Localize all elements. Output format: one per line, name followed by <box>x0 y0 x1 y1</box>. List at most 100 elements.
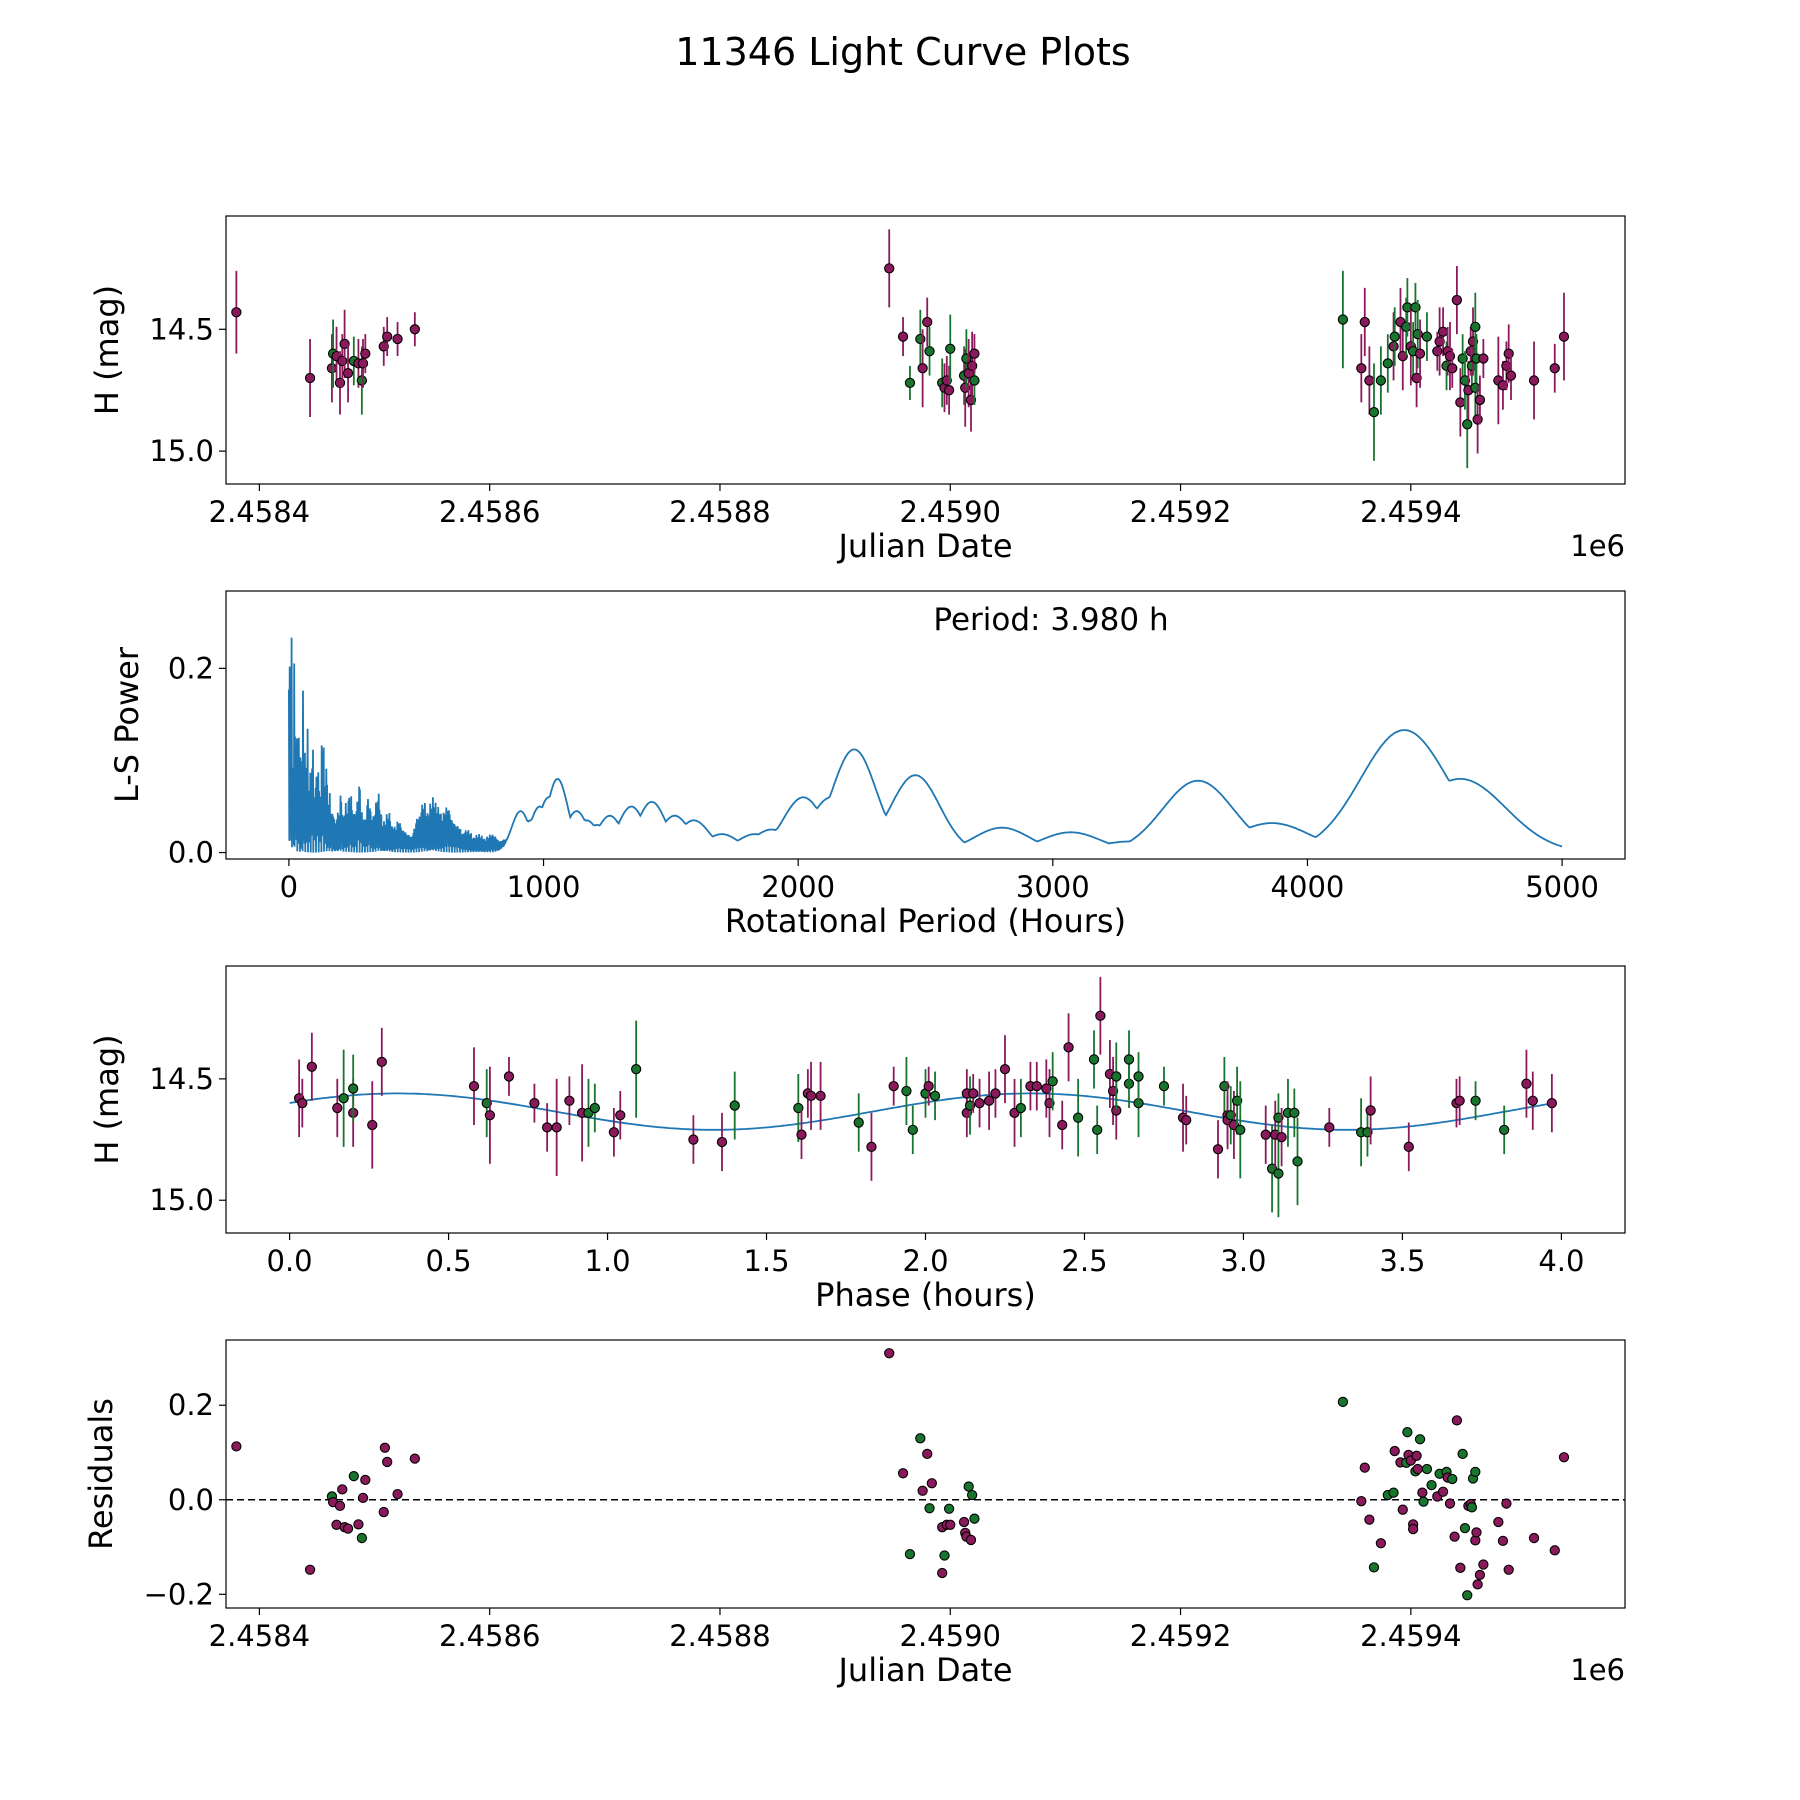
x-tick-label: 2.4592 <box>1130 1619 1231 1653</box>
data-point <box>1047 1076 1058 1087</box>
x-tick-label: 2.4584 <box>209 495 310 529</box>
periodogram-data <box>288 637 1563 853</box>
data-point <box>356 1532 368 1544</box>
data-point <box>1421 331 1433 342</box>
data-point <box>1470 321 1481 333</box>
x-axis-label: Phase (hours) <box>815 1276 1036 1314</box>
x-tick-label: 2.4588 <box>669 1619 770 1653</box>
x-tick-label: 4.0 <box>1538 1244 1584 1278</box>
data-point <box>231 1441 242 1452</box>
data-point <box>608 1127 620 1138</box>
data-point <box>332 1102 343 1114</box>
residuals-frame <box>225 1339 1626 1609</box>
data-point <box>968 1088 979 1099</box>
data-point <box>688 1134 699 1145</box>
x-tick-label: 3.0 <box>1220 1244 1266 1278</box>
x-tick-label: 2.4590 <box>900 1619 1001 1653</box>
data-point <box>990 1088 1001 1099</box>
data-point <box>376 1056 387 1068</box>
data-point <box>1558 1452 1570 1463</box>
y-tick-label: 15.0 <box>149 434 214 468</box>
data-point <box>1388 341 1399 352</box>
data-point <box>348 1083 359 1094</box>
data-point <box>1414 1434 1426 1445</box>
x-tick-label: 0 <box>280 870 298 904</box>
data-point <box>815 1090 826 1102</box>
data-point <box>1444 1498 1456 1509</box>
x-tick-label: 2.4594 <box>1360 495 1461 529</box>
data-point <box>1337 1396 1349 1408</box>
data-point <box>379 1442 391 1453</box>
data-point <box>334 377 346 389</box>
data-point <box>1397 350 1408 362</box>
data-point <box>392 333 403 345</box>
data-point <box>1324 1122 1335 1133</box>
figure-title: 11346 Light Curve Plots <box>675 30 1130 74</box>
data-point <box>1364 1514 1375 1525</box>
data-point <box>1111 1071 1122 1082</box>
y-axis-label: H (mag) <box>88 1034 126 1164</box>
data-point <box>1462 1590 1473 1601</box>
data-point <box>1356 1496 1367 1507</box>
data-point <box>1401 321 1412 333</box>
data-point <box>1181 1114 1192 1126</box>
data-point <box>1088 1054 1100 1065</box>
data-point <box>1478 353 1489 364</box>
data-point <box>1434 336 1445 347</box>
x-tick-label: 1.0 <box>584 1244 630 1278</box>
x-tick-label: 2.4594 <box>1360 1619 1461 1653</box>
data-point <box>1375 1538 1387 1549</box>
data-point <box>468 1081 480 1092</box>
data-point <box>1528 1532 1540 1544</box>
x-tick-label: 4000 <box>1271 870 1345 904</box>
data-point <box>1455 397 1466 408</box>
data-point <box>1474 394 1486 406</box>
data-point <box>729 1100 740 1111</box>
x-tick-label: 2.4592 <box>1130 495 1231 529</box>
x-tick-label: 2000 <box>761 870 835 904</box>
data-point <box>1235 1124 1246 1135</box>
data-point <box>1471 1527 1482 1538</box>
data-point <box>1457 1448 1468 1460</box>
data-point <box>338 1093 349 1104</box>
data-point <box>304 372 316 384</box>
data-point <box>904 1548 916 1560</box>
data-point <box>897 1468 909 1479</box>
data-point <box>1365 1105 1376 1116</box>
data-point <box>1549 1545 1560 1556</box>
data-point <box>999 1064 1011 1075</box>
data-point <box>937 1567 948 1579</box>
data-point <box>1158 1081 1170 1092</box>
data-point <box>382 1456 393 1468</box>
data-point <box>969 1513 980 1524</box>
data-point <box>1499 1124 1510 1135</box>
data-point <box>484 1110 496 1121</box>
data-point <box>1521 1078 1532 1089</box>
data-point <box>1459 1522 1471 1534</box>
data-point <box>409 324 420 335</box>
x-tick-label: 1000 <box>507 870 581 904</box>
data-point <box>1549 363 1560 374</box>
data-point <box>1356 363 1367 374</box>
data-point <box>983 1095 995 1106</box>
data-point <box>1470 1095 1481 1106</box>
data-point <box>1212 1144 1224 1155</box>
y-tick-label: 0.0 <box>168 1483 214 1517</box>
lightcurve-data <box>231 229 1570 469</box>
data-point <box>904 377 916 389</box>
data-point <box>1432 346 1443 357</box>
data-point <box>353 1519 364 1530</box>
data-point <box>1528 375 1540 386</box>
data-point <box>360 1474 371 1486</box>
data-point <box>915 1433 926 1444</box>
data-point <box>1403 1141 1414 1152</box>
data-point <box>1072 1112 1084 1123</box>
lightcurve-frame <box>225 215 1626 485</box>
x-tick-label: 2.4584 <box>209 1619 310 1653</box>
data-point <box>297 1097 308 1109</box>
data-point <box>924 346 935 357</box>
data-point <box>943 1503 955 1514</box>
data-point <box>1260 1129 1271 1140</box>
data-point <box>1546 1097 1558 1109</box>
